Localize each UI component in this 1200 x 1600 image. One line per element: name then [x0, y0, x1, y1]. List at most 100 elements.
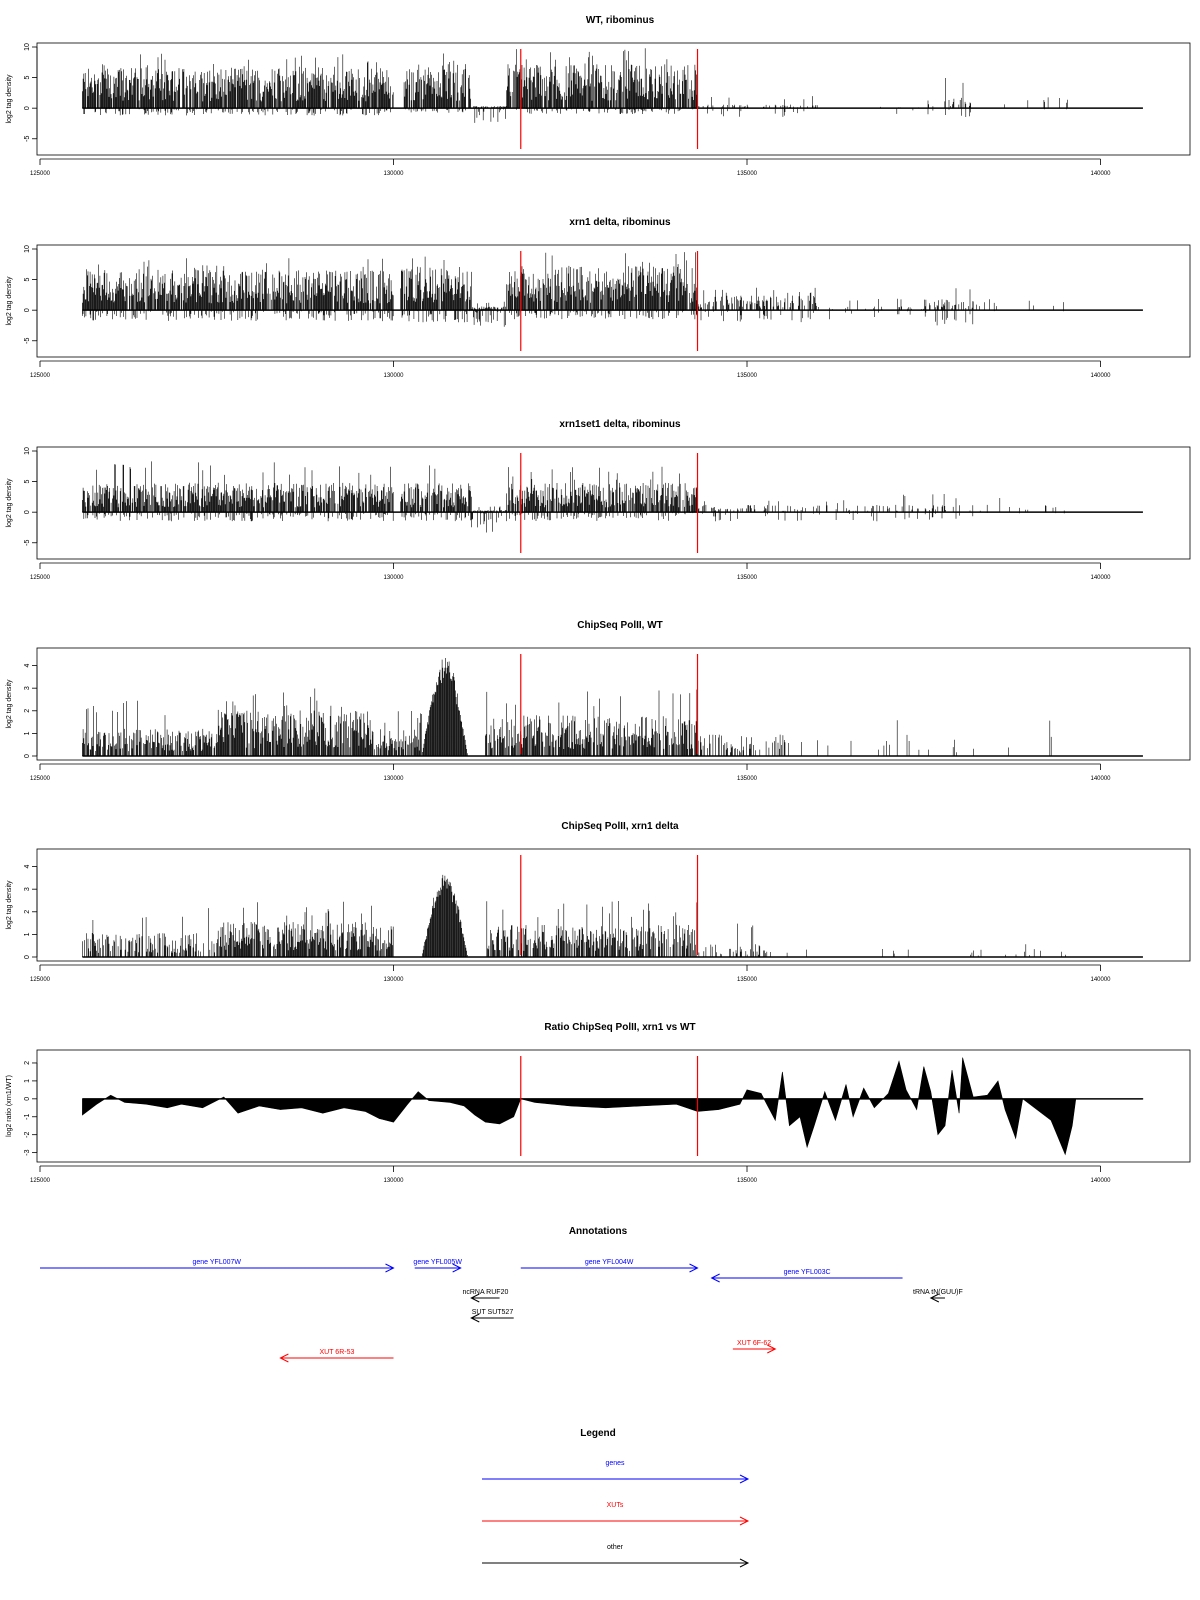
annotation-label: ncRNA RUF20 — [462, 1289, 508, 1296]
annotation-feature: XUT 6F-62 — [732, 1340, 777, 1354]
signal-bars — [82, 48, 1068, 123]
annotation-track: Annotations gene YFL007W gene YFL005W gene… — [40, 1226, 963, 1363]
y-tick-label: 0 — [24, 106, 31, 110]
y-tick-label: 10 — [24, 245, 31, 253]
panel-title: xrn1set1 delta, ribominus — [559, 419, 681, 430]
y-tick-label: -5 — [24, 136, 31, 142]
y-tick-label: 1 — [24, 932, 31, 936]
signal-bars — [82, 874, 1066, 957]
y-tick-label: 0 — [24, 510, 31, 514]
x-tick-label: 135000 — [737, 977, 758, 983]
plot-frame — [36, 42, 1191, 156]
legend-item: other — [482, 1544, 750, 1568]
annotation-feature: gene YFL007W — [40, 1259, 395, 1273]
signal-bars — [82, 658, 1052, 756]
y-tick-label: 0 — [24, 955, 31, 959]
x-tick-label: 135000 — [737, 575, 758, 581]
x-tick-label: 125000 — [30, 776, 51, 782]
annotation-label: gene YFL004W — [585, 1259, 634, 1266]
data-series — [82, 874, 1066, 957]
panel-5: ChipSeq PolII, xrn1 delta log2 tag densit… — [6, 821, 1191, 983]
annotation-feature: gene YFL004W — [520, 1259, 699, 1273]
y-tick-label: 1 — [24, 731, 31, 735]
annotation-label: gene YFL003C — [784, 1269, 831, 1276]
y-axis-label: log2 tag density — [6, 74, 13, 124]
data-series — [82, 252, 1064, 327]
y-tick-label: 1 — [24, 1079, 31, 1083]
y-tick-label: 3 — [24, 686, 31, 690]
y-tick-label: 4 — [24, 865, 31, 869]
legend: Legend genes XUTs other — [482, 1428, 750, 1568]
x-tick-label: 140000 — [1090, 1178, 1111, 1184]
annotation-feature: SUT SUT527 — [470, 1309, 514, 1323]
y-tick-label: 0 — [24, 754, 31, 758]
ratio-area — [82, 1057, 1144, 1156]
annotation-label: gene YFL007W — [192, 1259, 241, 1266]
annotation-label: XUT 6F-62 — [737, 1340, 771, 1347]
y-tick-label: 2 — [24, 709, 31, 713]
x-tick-label: 125000 — [30, 575, 51, 581]
data-series — [82, 658, 1052, 756]
y-tick-label: -5 — [24, 540, 31, 546]
annotation-feature: ncRNA RUF20 — [462, 1289, 508, 1303]
arrow-head — [470, 1293, 480, 1303]
x-tick-label: 130000 — [383, 373, 404, 379]
panel-6: Ratio ChipSeq PolII, xrn1 vs WT log2 rati… — [6, 1022, 1191, 1184]
arrow-head — [689, 1263, 699, 1273]
arrow-head — [710, 1273, 720, 1283]
annotation-label: tRNA tN(GUU)F — [913, 1289, 963, 1296]
plot-frame — [36, 244, 1191, 358]
legend-label: genes — [605, 1460, 625, 1467]
y-tick-label: 0 — [24, 1097, 31, 1101]
x-tick-label: 130000 — [383, 776, 404, 782]
arrow-head — [739, 1474, 750, 1484]
x-tick-label: 140000 — [1090, 575, 1111, 581]
x-tick-label: 125000 — [30, 171, 51, 177]
annotation-feature: gene YFL003C — [710, 1269, 903, 1283]
panel-title: ChipSeq PolII, WT — [577, 620, 663, 631]
annotation-label: XUT 6R-53 — [319, 1349, 354, 1356]
panel-1: WT, ribominus log2 tag density -5 0 5 10 12500… — [6, 15, 1191, 177]
arrow-head — [385, 1263, 395, 1273]
x-tick-label: 130000 — [383, 1178, 404, 1184]
arrow-head — [452, 1263, 462, 1273]
annotation-label: gene YFL005W — [413, 1259, 462, 1266]
y-axis-label: log2 tag density — [6, 880, 13, 930]
y-tick-label: 3 — [24, 887, 31, 891]
x-tick-label: 130000 — [383, 171, 404, 177]
annotation-feature: XUT 6R-53 — [279, 1349, 394, 1363]
arrow-head — [767, 1344, 777, 1354]
x-tick-label: 125000 — [30, 977, 51, 983]
plot-frame — [36, 848, 1191, 962]
panel-title: ChipSeq PolII, xrn1 delta — [561, 821, 679, 832]
arrow-head — [739, 1558, 750, 1568]
annotation-label: SUT SUT527 — [472, 1309, 514, 1316]
legend-label: XUTs — [607, 1502, 624, 1509]
y-tick-label: 10 — [24, 43, 31, 51]
y-tick-label: 0 — [24, 308, 31, 312]
y-tick-label: -1 — [24, 1114, 31, 1120]
legend-item: XUTs — [482, 1502, 750, 1526]
legend-item: genes — [482, 1460, 750, 1484]
y-tick-label: 2 — [24, 910, 31, 914]
y-tick-label: 5 — [24, 278, 31, 282]
panel-2: xrn1 delta, ribominus log2 tag density -5 0… — [6, 217, 1191, 379]
x-tick-label: 140000 — [1090, 373, 1111, 379]
arrow-head — [929, 1293, 940, 1303]
x-tick-label: 135000 — [737, 171, 758, 177]
x-tick-label: 130000 — [383, 575, 404, 581]
plot-frame — [36, 1049, 1191, 1163]
y-tick-label: 5 — [24, 76, 31, 80]
y-tick-label: -2 — [24, 1131, 31, 1137]
y-tick-label: 5 — [24, 480, 31, 484]
y-tick-label: -5 — [24, 338, 31, 344]
x-tick-label: 130000 — [383, 977, 404, 983]
x-tick-label: 125000 — [30, 373, 51, 379]
panel-title: xrn1 delta, ribominus — [569, 217, 671, 228]
annotations-title: Annotations — [569, 1226, 628, 1237]
x-tick-label: 125000 — [30, 1178, 51, 1184]
signal-bars — [82, 461, 1065, 533]
y-tick-label: 10 — [24, 447, 31, 455]
